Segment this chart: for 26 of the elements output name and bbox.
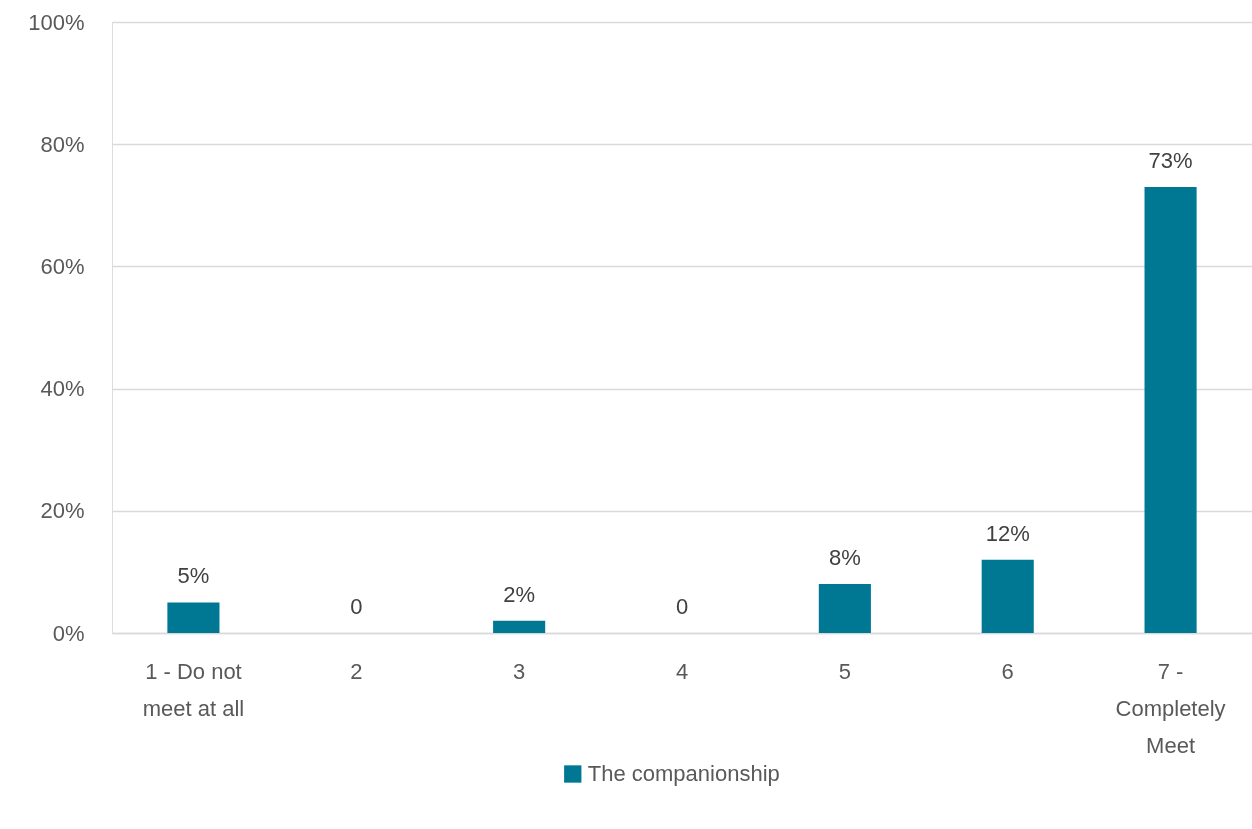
x-tick-label: 6	[1001, 658, 1014, 684]
x-tick-label: 4	[675, 658, 689, 684]
data-label: 73%	[1148, 147, 1193, 173]
bar	[167, 602, 220, 633]
bar	[1144, 186, 1197, 633]
y-tick-label: 60%	[40, 253, 85, 279]
data-label: 5%	[177, 563, 210, 589]
x-tick-label: 7 - Completely Meet	[1115, 658, 1226, 758]
data-label: 0	[675, 594, 689, 619]
data-label: 8%	[828, 545, 861, 571]
y-tick-label: 80%	[40, 131, 85, 157]
bar	[818, 584, 871, 633]
bar	[981, 559, 1034, 633]
x-tick-label: 3	[513, 658, 526, 684]
y-tick-label: 0%	[52, 620, 85, 646]
y-tick-label: 40%	[40, 376, 85, 402]
x-tick-label: 5	[838, 658, 851, 684]
bar	[493, 620, 546, 633]
x-tick-label: 1 - Do not meet at all	[142, 658, 245, 721]
x-tick-label: 2	[350, 658, 363, 684]
y-tick-label: 100%	[28, 9, 85, 35]
y-tick-label: 20%	[40, 498, 85, 524]
legend-label: The companionship	[587, 761, 780, 786]
data-label: 12%	[985, 520, 1030, 546]
data-label: 0	[350, 594, 363, 619]
data-label: 2%	[503, 581, 536, 607]
